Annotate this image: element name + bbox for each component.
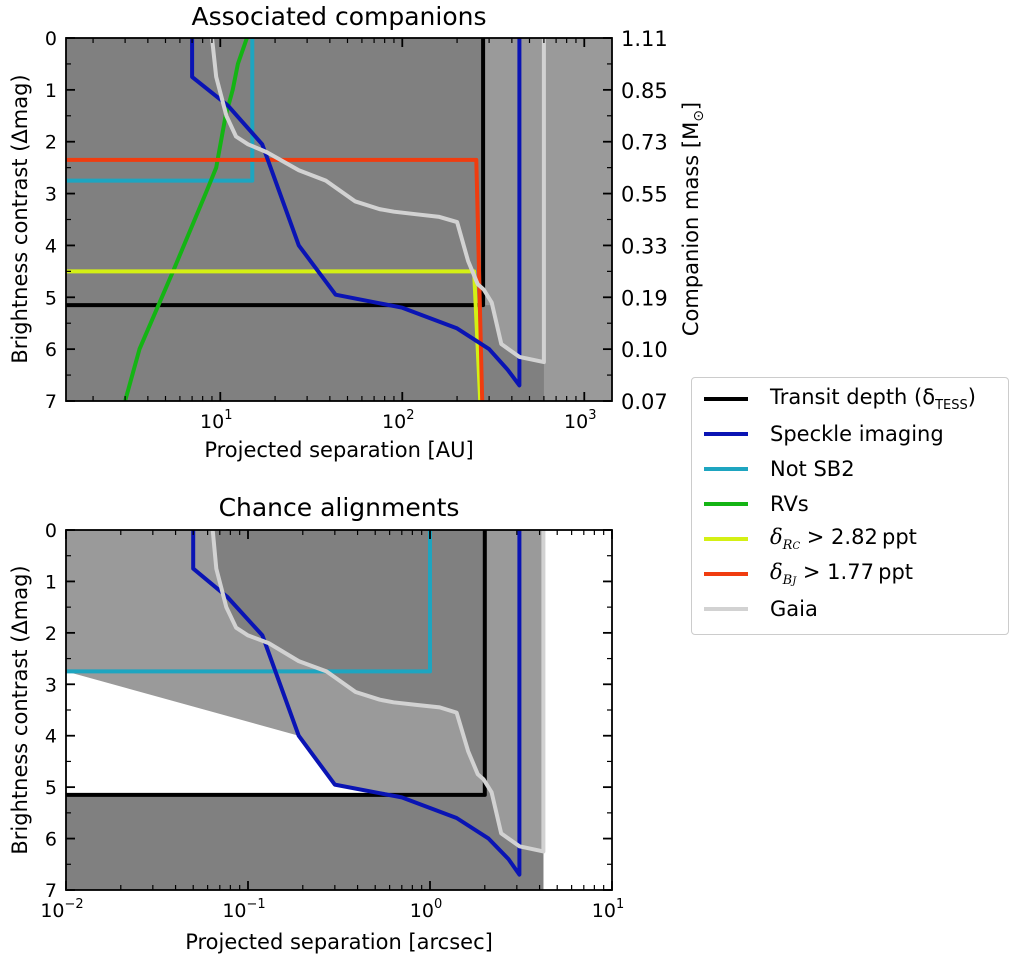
y2-tick-label: 0.07 bbox=[621, 390, 668, 414]
legend-swatch-transit bbox=[704, 397, 748, 401]
x-tick-label: 101 bbox=[200, 408, 232, 433]
x-tick-label: 103 bbox=[564, 408, 596, 433]
y-tick-label: 0 bbox=[45, 520, 57, 542]
series-sb2-line bbox=[66, 530, 432, 674]
x-tick-exponent: 1 bbox=[616, 897, 624, 912]
legend-label-bj: δBJ > 1.77 ppt bbox=[770, 560, 914, 588]
associated-companions-panel: Associated companions 101 102 103 0 1 2 3 4 5 6 7 1… bbox=[8, 2, 707, 462]
x-tick-label: 10−1 bbox=[222, 897, 265, 922]
y2-tick-label: 1.11 bbox=[621, 27, 668, 51]
panel1-title: Associated companions bbox=[192, 2, 487, 31]
y2-tick-label: 0.19 bbox=[621, 286, 668, 310]
legend-item-sb2: Not SB2 bbox=[704, 454, 855, 484]
y-tick-label: 5 bbox=[45, 777, 57, 799]
legend-item-bj: δBJ > 1.77 ppt bbox=[704, 559, 913, 589]
legend-label-transit: Transit depth (δTESS) bbox=[770, 385, 976, 413]
legend-label-gaia: Gaia bbox=[770, 597, 818, 621]
series-rv-line bbox=[123, 38, 249, 401]
x-tick-exponent: −1 bbox=[247, 897, 266, 912]
legend-swatch-speckle bbox=[704, 432, 748, 436]
series-transit-line bbox=[66, 530, 487, 797]
x-tick-exponent: 0 bbox=[434, 897, 442, 912]
legend: Transit depth (δTESS) Speckle imaging No… bbox=[691, 377, 1009, 635]
y2-tick-label: 0.85 bbox=[621, 79, 668, 103]
sun-symbol: ⊙ bbox=[691, 110, 707, 122]
legend-swatch-sb2 bbox=[704, 467, 748, 471]
y-tick-label: 7 bbox=[45, 391, 57, 413]
chance-alignments-panel: Chance alignments 10−2 10−1 100 10101234567… bbox=[8, 493, 624, 954]
series-bj-line bbox=[66, 157, 485, 401]
legend-item-rv: RVs bbox=[704, 489, 809, 519]
legend-label-sb2: Not SB2 bbox=[770, 457, 855, 481]
series-gaia-line bbox=[210, 38, 546, 365]
y-tick-label: 3 bbox=[45, 674, 57, 696]
panel2-ylabel: Brightness contrast (Δmag) bbox=[8, 565, 32, 854]
legend-label-rc: δRC > 2.82 ppt bbox=[770, 525, 917, 553]
panel2-xlabel: Projected separation [arcsec] bbox=[185, 930, 493, 954]
legend-swatch-rv bbox=[704, 502, 748, 506]
series-sb2-line bbox=[66, 38, 255, 183]
y-tick-label: 4 bbox=[45, 235, 57, 257]
y2-tick-label: 0.33 bbox=[621, 234, 668, 258]
x-tick-label: 102 bbox=[382, 408, 414, 433]
legend-item-rc: δRC > 2.82 ppt bbox=[704, 524, 917, 554]
y-tick-label: 1 bbox=[45, 571, 57, 593]
series-transit-line bbox=[66, 38, 486, 308]
x-tick-label: 101 bbox=[592, 897, 624, 922]
y-tick-label: 6 bbox=[45, 829, 57, 851]
panel2-excluded-region bbox=[66, 530, 544, 890]
x-tick-exponent: 3 bbox=[588, 408, 596, 423]
panel2-title: Chance alignments bbox=[219, 493, 460, 522]
y2-tick-label: 0.55 bbox=[621, 183, 668, 207]
x-tick-exponent: 1 bbox=[224, 408, 232, 423]
series-gaia-line bbox=[210, 530, 546, 854]
companion-mass-label: Companion mass [M bbox=[679, 122, 703, 336]
y-tick-label: 5 bbox=[45, 287, 57, 309]
x-tick-label: 100 bbox=[410, 897, 442, 922]
y-tick-label: 4 bbox=[45, 726, 57, 748]
y-tick-label: 3 bbox=[45, 184, 57, 206]
panel1-excluded-region bbox=[66, 38, 544, 401]
y2-tick-label: 0.73 bbox=[621, 131, 668, 155]
y2-tick-label: 0.10 bbox=[621, 338, 668, 362]
legend-item-speckle: Speckle imaging bbox=[704, 419, 944, 449]
x-tick-exponent: −2 bbox=[65, 897, 84, 912]
y-tick-label: 2 bbox=[45, 132, 57, 154]
panel1-xlabel: Projected separation [AU] bbox=[204, 438, 473, 462]
y-tick-label: 6 bbox=[45, 339, 57, 361]
panel1-y2label: Companion mass [M⊙] bbox=[679, 102, 707, 336]
legend-item-transit: Transit depth (δTESS) bbox=[704, 384, 976, 414]
legend-swatch-rc bbox=[704, 537, 748, 541]
legend-item-gaia: Gaia bbox=[704, 594, 818, 624]
legend-label-rv: RVs bbox=[770, 492, 809, 516]
x-tick-exponent: 2 bbox=[406, 408, 414, 423]
legend-label-speckle: Speckle imaging bbox=[770, 422, 944, 446]
legend-swatch-bj bbox=[704, 572, 748, 576]
panel1-ylabel: Brightness contrast (Δmag) bbox=[8, 74, 32, 363]
y-tick-label: 0 bbox=[45, 28, 57, 50]
legend-swatch-gaia bbox=[704, 607, 748, 611]
companion-mass-bracket: ] bbox=[679, 102, 703, 110]
y-tick-label: 7 bbox=[45, 880, 57, 902]
y-tick-label: 1 bbox=[45, 80, 57, 102]
y-tick-label: 2 bbox=[45, 623, 57, 645]
